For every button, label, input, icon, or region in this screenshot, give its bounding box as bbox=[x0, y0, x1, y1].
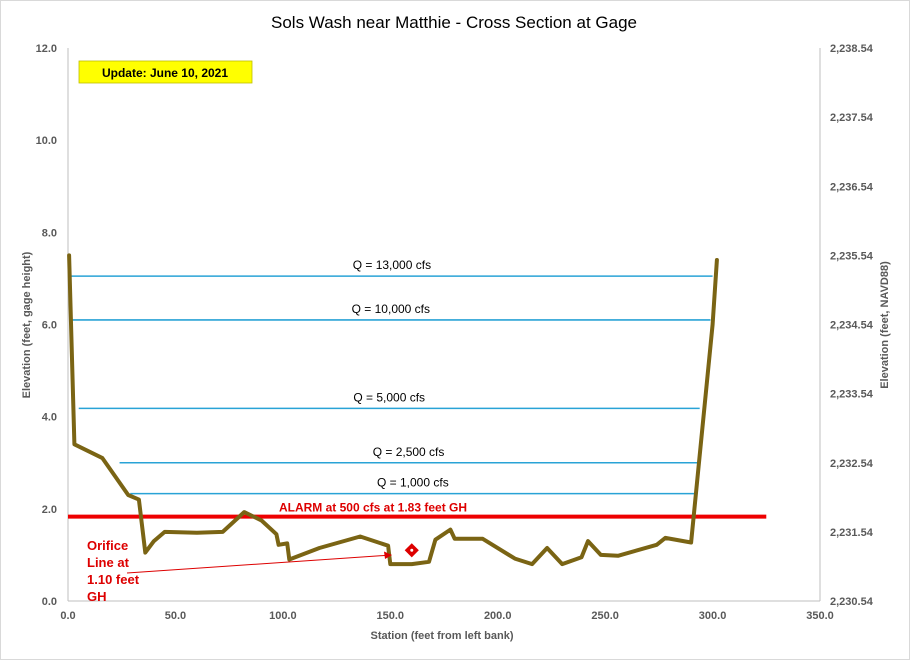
x-tick-label: 50.0 bbox=[165, 610, 186, 622]
cross-section-point bbox=[453, 537, 457, 541]
cross-section-points bbox=[67, 253, 719, 566]
update-badge bbox=[78, 60, 253, 84]
cross-section-point bbox=[100, 456, 104, 460]
y-tick-label: 8.0 bbox=[42, 227, 57, 239]
discharge-label: Q = 10,000 cfs bbox=[352, 302, 430, 316]
y2-tick-label: 2,231.54 bbox=[830, 527, 874, 539]
orifice-arrow-head bbox=[384, 551, 392, 559]
y2-tick-label: 2,234.54 bbox=[830, 320, 874, 332]
cross-section-point bbox=[448, 527, 453, 532]
cross-section-point bbox=[163, 530, 167, 534]
cross-section-point bbox=[285, 541, 289, 545]
cross-section-point bbox=[242, 510, 246, 514]
y-axis-label: Elevation (feet, gage height) bbox=[21, 251, 33, 398]
y2-axis-label: Elevation (feet, NAVD88) bbox=[879, 261, 891, 389]
x-tick-labels: 0.0 50.0 100.0 150.0 200.0 250.0 300.0 350.0 bbox=[60, 610, 833, 622]
orifice-label-line: GH bbox=[87, 589, 107, 604]
discharge-label: Q = 5,000 cfs bbox=[353, 390, 425, 404]
y2-tick-label: 2,237.54 bbox=[830, 112, 874, 124]
y-tick-label: 10.0 bbox=[36, 135, 57, 147]
cross-section-point bbox=[221, 530, 225, 534]
cross-section-point bbox=[433, 538, 438, 542]
cross-section-point bbox=[358, 534, 362, 539]
cross-section-point bbox=[655, 543, 659, 547]
cross-section-point bbox=[317, 546, 321, 550]
x-tick-label: 350.0 bbox=[806, 610, 834, 622]
y-tick-label: 4.0 bbox=[42, 412, 57, 424]
cross-section-point bbox=[616, 554, 620, 558]
x-tick-label: 250.0 bbox=[591, 610, 619, 622]
discharge-lines: Q = 13,000 cfs Q = 10,000 cfs Q = 5,000 cf… bbox=[71, 258, 713, 495]
y2-tick-label: 2,232.54 bbox=[830, 458, 874, 470]
cross-section-point bbox=[689, 540, 693, 545]
x-tick-label: 200.0 bbox=[484, 610, 512, 622]
discharge-label: Q = 13,000 cfs bbox=[353, 258, 431, 272]
x-tick-label: 0.0 bbox=[60, 610, 75, 622]
cross-section-point bbox=[195, 531, 199, 535]
cross-section-point bbox=[579, 555, 584, 559]
cross-section-point bbox=[481, 537, 485, 541]
cross-section-point bbox=[545, 546, 549, 550]
cross-section-point bbox=[388, 562, 392, 566]
x-tick-label: 100.0 bbox=[269, 610, 297, 622]
cross-section-point bbox=[67, 253, 71, 257]
orifice-label-line: 1.10 feet bbox=[87, 572, 140, 587]
y2-tick-label: 2,235.54 bbox=[830, 250, 874, 262]
y2-tick-label: 2,236.54 bbox=[830, 181, 874, 193]
cross-section-point bbox=[274, 532, 279, 536]
cross-section-point bbox=[715, 258, 719, 262]
cross-section-point bbox=[137, 498, 141, 502]
cross-section-point bbox=[560, 562, 564, 566]
cross-section-point bbox=[276, 543, 281, 547]
cross-section-point bbox=[599, 553, 603, 557]
cross-section-point bbox=[72, 442, 77, 446]
orifice-marker-center bbox=[410, 548, 414, 552]
orifice-label-line: Line at bbox=[87, 555, 130, 570]
y-tick-label: 0.0 bbox=[42, 596, 57, 608]
cross-section-point bbox=[287, 557, 291, 562]
cross-section-point bbox=[710, 322, 715, 327]
discharge-label: Q = 1,000 cfs bbox=[377, 476, 449, 490]
alarm-label: ALARM at 500 cfs at 1.83 feet GH bbox=[279, 501, 467, 515]
x-tick-label: 150.0 bbox=[377, 610, 405, 622]
cross-section-point bbox=[386, 544, 390, 548]
cross-section-point bbox=[427, 560, 431, 564]
update-badge-label: Update: June 10, 2021 bbox=[102, 66, 228, 80]
chart-title: Sols Wash near Matthie - Cross Section a… bbox=[271, 13, 637, 32]
cross-section-point bbox=[513, 557, 517, 561]
orifice-arrow-line bbox=[126, 554, 387, 574]
orifice-label-line: Orifice bbox=[87, 538, 128, 553]
cross-section-point bbox=[259, 518, 263, 522]
y-tick-label: 2.0 bbox=[42, 504, 57, 516]
alarm-group: ALARM at 500 cfs at 1.83 feet GH bbox=[68, 501, 767, 519]
cross-section-point bbox=[530, 562, 534, 566]
y2-tick-labels: 2,230.54 2,231.54 2,232.54 2,233.54 2,234.54… bbox=[830, 43, 874, 608]
discharge-label: Q = 2,500 cfs bbox=[373, 445, 445, 459]
orifice-group: Orifice Line at 1.10 feet GH bbox=[87, 538, 419, 604]
y2-tick-label: 2,233.54 bbox=[830, 389, 874, 401]
x-axis-label: Station (feet from left bank) bbox=[370, 630, 513, 642]
cross-section-point bbox=[143, 551, 147, 555]
y-tick-label: 12.0 bbox=[36, 43, 57, 55]
cross-section-point bbox=[126, 493, 130, 497]
cross-section-point bbox=[410, 562, 414, 566]
y2-tick-label: 2,238.54 bbox=[830, 43, 874, 55]
y-tick-label: 6.0 bbox=[42, 320, 57, 332]
cross-section-point bbox=[663, 536, 667, 540]
y2-tick-label: 2,230.54 bbox=[830, 596, 874, 608]
y-tick-labels: 0.0 2.0 4.0 6.0 8.0 10.0 12.0 bbox=[36, 43, 57, 608]
x-tick-label: 300.0 bbox=[699, 610, 727, 622]
cross-section-point bbox=[586, 539, 590, 543]
cross-section-point bbox=[152, 539, 156, 543]
